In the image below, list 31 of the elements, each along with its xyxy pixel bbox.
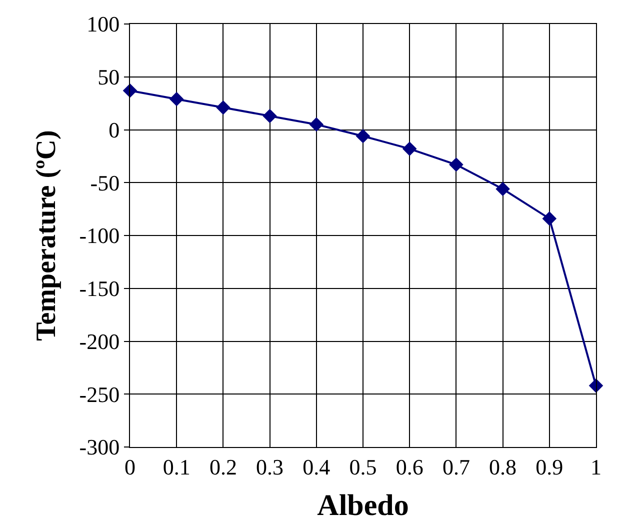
y-tick-label: -300 bbox=[79, 434, 120, 460]
point bbox=[216, 100, 230, 115]
x-axis-title: Albedo bbox=[317, 488, 409, 522]
y-tick-label: -50 bbox=[90, 170, 120, 196]
y-axis-title: Temperature (ºC) bbox=[30, 130, 62, 341]
point bbox=[402, 142, 417, 156]
x-tick-label: 0.2 bbox=[209, 454, 237, 480]
point bbox=[542, 211, 557, 226]
x-tick-label: 0.6 bbox=[396, 454, 424, 480]
point bbox=[356, 128, 370, 144]
x-tick-label: 0.7 bbox=[442, 454, 470, 480]
x-tick-label: 0.9 bbox=[536, 454, 564, 480]
x-tick-label: 0 bbox=[124, 454, 136, 480]
x-tick-label: 0.4 bbox=[302, 454, 330, 480]
x-tick-label: 0.3 bbox=[256, 454, 284, 480]
point bbox=[309, 117, 324, 132]
y-tick-label: -250 bbox=[79, 382, 120, 407]
y-tick-label: -150 bbox=[79, 276, 120, 302]
point bbox=[496, 182, 510, 196]
point bbox=[449, 158, 464, 172]
y-tick-label: -200 bbox=[79, 328, 120, 354]
y-tick-label: -100 bbox=[79, 223, 120, 248]
point bbox=[262, 108, 277, 124]
y-tick-label: 0 bbox=[108, 117, 120, 142]
point bbox=[169, 92, 184, 106]
y-tick-label: 100 bbox=[86, 12, 120, 37]
x-tick-label: 0.8 bbox=[489, 454, 517, 480]
x-tick-label: 0.1 bbox=[162, 454, 190, 480]
x-tick-label: 1 bbox=[590, 454, 602, 480]
y-tick-label: 50 bbox=[98, 64, 120, 90]
x-tick-label: 0.5 bbox=[349, 454, 377, 480]
